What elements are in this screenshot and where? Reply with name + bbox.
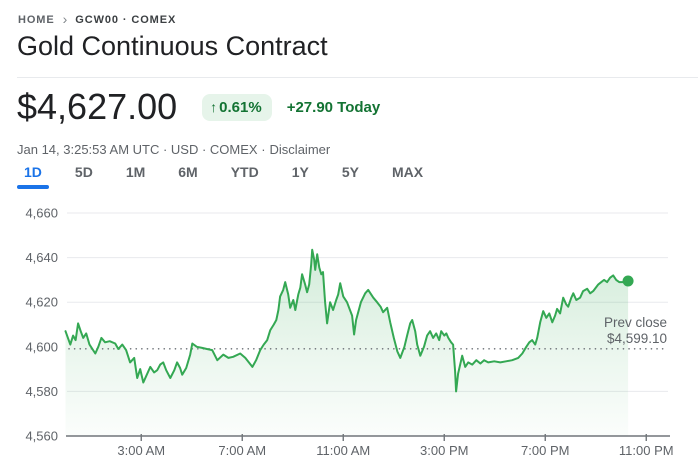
y-axis-label: 4,600 (25, 339, 58, 354)
quote-timestamp: Jan 14, 3:25:53 AM UTC · USD · COMEX · (17, 142, 266, 157)
quote-meta: Jan 14, 3:25:53 AM UTC · USD · COMEX · D… (17, 142, 330, 157)
x-axis-label: 11:00 PM (619, 443, 674, 458)
change-amount-today: +27.90 Today (286, 98, 381, 116)
x-axis-label: 7:00 PM (521, 443, 569, 458)
last-price-dot (622, 275, 634, 287)
tab-max[interactable]: MAX (391, 164, 424, 180)
tab-ytd[interactable]: YTD (230, 164, 259, 180)
tab-5y[interactable]: 5Y (341, 164, 359, 180)
tab-5d[interactable]: 5D (74, 164, 93, 180)
tab-6m[interactable]: 6M (178, 164, 198, 180)
x-axis-label: 3:00 AM (117, 443, 165, 458)
page-title: Gold Continuous Contract (17, 31, 328, 61)
tab-1d[interactable]: 1D (17, 164, 49, 189)
change-percent-badge: ↑ 0.61% (202, 93, 272, 121)
breadcrumb-home-link[interactable]: HOME (18, 14, 55, 26)
y-axis-label: 4,640 (25, 250, 58, 265)
change-percent: 0.61% (219, 98, 262, 116)
prev-close-label: Prev close (604, 315, 667, 330)
y-axis-label: 4,580 (25, 384, 58, 399)
arrow-up-icon: ↑ (210, 99, 218, 115)
chevron-right-icon: › (62, 11, 68, 27)
x-axis-label: 11:00 AM (316, 443, 370, 458)
breadcrumb: HOME › GCW00 · COMEX (18, 11, 177, 27)
price-chart[interactable]: 4,660 4,640 4,620 4,600 4,580 4,560 3:00 AM 7:… (0, 195, 698, 467)
breadcrumb-symbol: GCW00 · COMEX (75, 14, 177, 26)
y-axis-label: 4,620 (25, 295, 58, 310)
x-axis-label: 7:00 AM (218, 443, 266, 458)
x-axis: 3:00 AM 7:00 AM 11:00 AM 3:00 PM 7:00 PM 11:0… (66, 434, 674, 458)
header-divider (17, 77, 698, 78)
price-line (64, 248, 630, 393)
range-tabs: 1D 5D 1M 6M YTD 1Y 5Y MAX (17, 164, 424, 189)
y-axis: 4,660 4,640 4,620 4,600 4,580 4,560 (25, 206, 58, 444)
y-axis-label: 4,560 (25, 429, 58, 444)
x-axis-label: 3:00 PM (420, 443, 468, 458)
quote-price-row: $4,627.00 ↑ 0.61% +27.90 Today (17, 86, 381, 127)
prev-close-value: $4,599.10 (607, 331, 667, 346)
current-price: $4,627.00 (17, 86, 178, 127)
disclaimer-link[interactable]: Disclaimer (269, 142, 331, 157)
y-axis-label: 4,660 (25, 206, 58, 221)
tab-1y[interactable]: 1Y (291, 164, 309, 180)
tab-1m[interactable]: 1M (125, 164, 146, 180)
price-area-fill (65, 249, 629, 436)
